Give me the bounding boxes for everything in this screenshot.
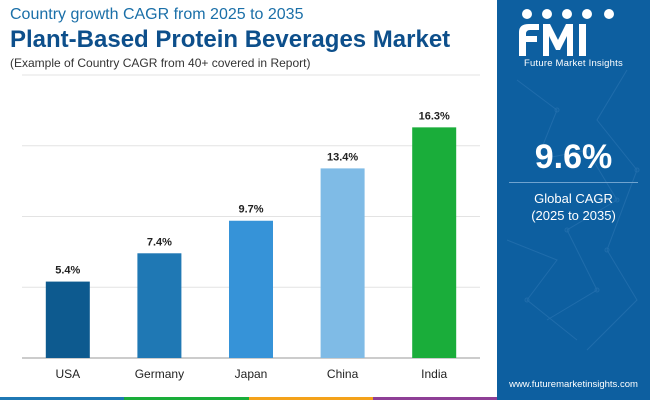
bar-china — [320, 168, 365, 358]
global-cagr-label: Global CAGR (2025 to 2035) — [497, 190, 650, 224]
website-url[interactable]: www.futuremarketinsights.com — [509, 379, 638, 390]
sidebar-panel: Future Market Insights 9.6% Global CAGR … — [497, 0, 650, 400]
x-tick-label-usa: USA — [55, 367, 80, 381]
x-tick-label-india: India — [421, 367, 447, 381]
bar-usa — [45, 281, 90, 358]
global-cagr-value: 9.6% — [534, 138, 613, 176]
strip-segment-0 — [0, 397, 125, 400]
strip-segment-3 — [372, 397, 497, 400]
data-label-india: 16.3% — [419, 110, 450, 122]
chart-title: Plant-Based Protein Beverages Market — [10, 26, 451, 53]
data-label-japan: 9.7% — [238, 204, 263, 216]
strip-segment-1 — [124, 397, 249, 400]
bar-india — [412, 127, 457, 358]
bar-japan — [229, 220, 273, 358]
chart-subtitle: Country growth CAGR from 2025 to 2035 — [10, 6, 304, 23]
bottom-color-strip — [0, 397, 497, 400]
data-label-usa: 5.4% — [55, 265, 80, 277]
x-tick-label-china: China — [327, 367, 359, 381]
global-cagr-label-line2: (2025 to 2035) — [531, 208, 616, 223]
sidebar-pattern — [506, 69, 640, 351]
data-label-china: 13.4% — [327, 151, 358, 163]
global-cagr-label-line1: Global CAGR — [534, 191, 613, 206]
logo-text: Future Market Insights — [524, 58, 623, 69]
strip-segment-2 — [248, 397, 373, 400]
fmi-logo — [519, 9, 614, 56]
bar-chart: 5.4% USA 7.4% Germany 9.7% Japan 13.4% China 16.… — [22, 74, 480, 381]
kpi-divider — [509, 182, 638, 183]
bar-germany — [137, 253, 182, 358]
data-label-germany: 7.4% — [147, 236, 172, 248]
x-tick-label-germany: Germany — [135, 367, 184, 381]
x-tick-label-japan: Japan — [235, 367, 268, 381]
chart-note: (Example of Country CAGR from 40+ covere… — [10, 56, 311, 70]
